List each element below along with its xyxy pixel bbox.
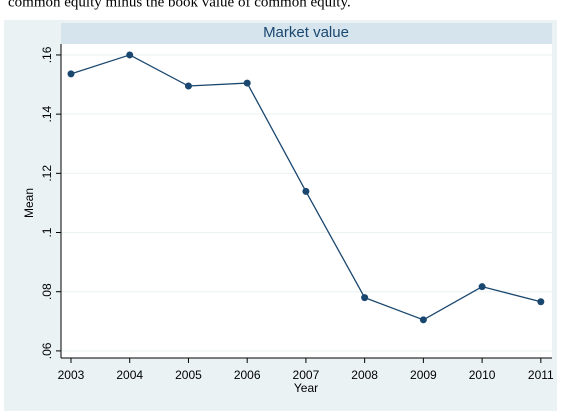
point <box>184 82 192 90</box>
point <box>478 283 486 291</box>
x-tick-label: 2009 <box>410 368 437 382</box>
y-axis-label: Mean <box>22 188 36 218</box>
caption: common equity minus the book value of co… <box>8 0 351 10</box>
y-tick-label: .1 <box>40 227 54 237</box>
point <box>126 51 134 59</box>
x-tick-label: 2010 <box>469 368 496 382</box>
y-tick-label: .08 <box>40 283 54 300</box>
chart-title: Market value <box>263 24 349 41</box>
x-tick-label: 2008 <box>351 368 378 382</box>
point <box>243 79 251 87</box>
y-tick-label: .14 <box>40 105 54 122</box>
x-axis-label: Year <box>294 381 318 395</box>
point <box>537 298 545 306</box>
point <box>302 187 310 195</box>
point <box>67 70 75 78</box>
point <box>361 294 369 302</box>
x-tick-label: 2007 <box>293 368 320 382</box>
point <box>419 316 427 324</box>
x-tick-label: 2003 <box>58 368 85 382</box>
x-tick-label: 2005 <box>175 368 202 382</box>
y-tick-label: .16 <box>40 46 54 63</box>
y-tick-label: .06 <box>40 342 54 359</box>
plot-area <box>61 44 552 358</box>
x-tick-label: 2006 <box>234 368 261 382</box>
x-tick-label: 2004 <box>116 368 143 382</box>
title-band <box>61 23 552 44</box>
y-tick-label: .12 <box>40 165 54 182</box>
x-tick-label: 2011 <box>528 368 554 382</box>
